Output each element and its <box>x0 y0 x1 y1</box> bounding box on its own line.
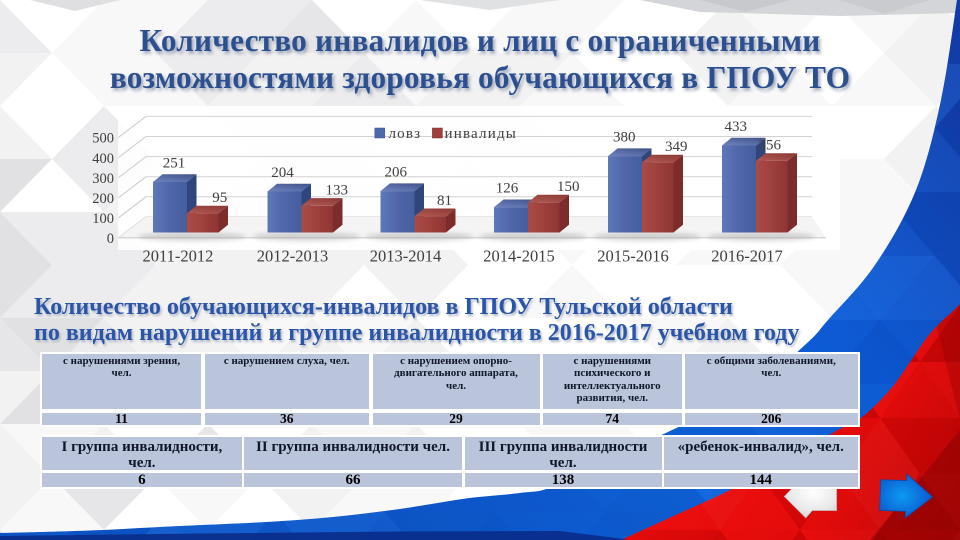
svg-text:ловз: ловз <box>389 126 422 142</box>
svg-text:100: 100 <box>92 211 114 227</box>
svg-text:инвалиды: инвалиды <box>445 126 518 142</box>
svg-text:2013-2014: 2013-2014 <box>370 246 442 265</box>
svg-text:500: 500 <box>92 131 114 147</box>
svg-text:0: 0 <box>107 231 114 247</box>
svg-text:150: 150 <box>557 179 580 195</box>
svg-text:400: 400 <box>92 151 114 167</box>
svg-text:206: 206 <box>384 164 407 180</box>
svg-text:204: 204 <box>271 165 294 181</box>
svg-text:2015-2016: 2015-2016 <box>597 246 669 265</box>
svg-text:81: 81 <box>437 193 452 209</box>
svg-text:251: 251 <box>163 155 186 171</box>
svg-text:126: 126 <box>496 181 519 197</box>
svg-text:2016-2017: 2016-2017 <box>711 246 783 265</box>
svg-text:349: 349 <box>665 139 688 155</box>
svg-text:300: 300 <box>92 171 114 187</box>
svg-text:133: 133 <box>325 183 348 199</box>
svg-text:433: 433 <box>725 119 748 135</box>
svg-text:2014-2015: 2014-2015 <box>483 246 555 265</box>
svg-text:2011-2012: 2011-2012 <box>143 246 214 265</box>
svg-text:2012-2013: 2012-2013 <box>257 246 329 265</box>
svg-text:356: 356 <box>759 138 782 154</box>
svg-text:200: 200 <box>92 191 114 207</box>
svg-text:380: 380 <box>613 129 636 145</box>
svg-text:95: 95 <box>212 190 227 206</box>
